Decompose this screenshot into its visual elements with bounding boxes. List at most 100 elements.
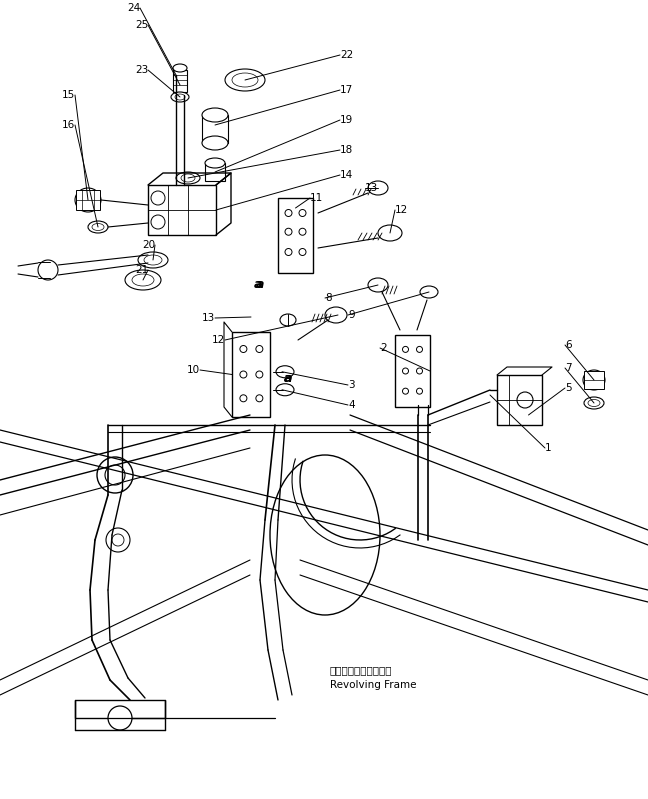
Text: 8: 8 xyxy=(325,293,332,303)
Text: a: a xyxy=(256,279,264,292)
Circle shape xyxy=(151,215,165,229)
Circle shape xyxy=(106,528,130,552)
Text: 13: 13 xyxy=(202,313,215,323)
Ellipse shape xyxy=(368,181,388,195)
Text: 16: 16 xyxy=(62,120,75,130)
Circle shape xyxy=(97,457,133,493)
Bar xyxy=(173,70,187,92)
Text: レボルビングフレーム: レボルビングフレーム xyxy=(330,665,393,675)
Ellipse shape xyxy=(583,370,605,390)
Text: 11: 11 xyxy=(310,193,323,203)
Ellipse shape xyxy=(378,225,402,241)
Circle shape xyxy=(151,191,165,205)
Circle shape xyxy=(285,229,292,235)
Text: 15: 15 xyxy=(62,90,75,100)
Circle shape xyxy=(256,345,263,352)
Ellipse shape xyxy=(325,307,347,323)
Circle shape xyxy=(402,388,408,394)
Text: 17: 17 xyxy=(340,85,353,95)
Circle shape xyxy=(517,392,533,408)
Text: 24: 24 xyxy=(127,3,140,13)
Circle shape xyxy=(417,347,422,352)
Circle shape xyxy=(105,465,125,485)
Ellipse shape xyxy=(176,172,200,184)
Text: a: a xyxy=(254,279,262,292)
Text: Revolving Frame: Revolving Frame xyxy=(330,680,417,690)
Text: 14: 14 xyxy=(340,170,353,180)
Bar xyxy=(278,198,313,273)
Circle shape xyxy=(240,345,247,352)
Ellipse shape xyxy=(368,278,388,292)
Ellipse shape xyxy=(232,73,258,87)
Text: 22: 22 xyxy=(340,50,353,60)
Circle shape xyxy=(256,371,263,378)
Circle shape xyxy=(417,388,422,394)
Ellipse shape xyxy=(588,400,600,407)
Ellipse shape xyxy=(144,255,162,265)
Circle shape xyxy=(299,248,306,256)
Text: 5: 5 xyxy=(565,383,572,393)
Circle shape xyxy=(299,209,306,217)
Bar xyxy=(232,332,270,417)
Circle shape xyxy=(402,347,408,352)
Text: a: a xyxy=(284,372,292,385)
Ellipse shape xyxy=(175,94,185,100)
Text: 19: 19 xyxy=(340,115,353,125)
Ellipse shape xyxy=(92,224,104,230)
Circle shape xyxy=(38,260,58,280)
Ellipse shape xyxy=(181,174,195,182)
Bar xyxy=(75,700,165,718)
Ellipse shape xyxy=(270,455,380,615)
Ellipse shape xyxy=(173,64,187,72)
Text: 20: 20 xyxy=(142,240,155,250)
Ellipse shape xyxy=(420,286,438,298)
Text: 21: 21 xyxy=(135,265,148,275)
Ellipse shape xyxy=(202,136,228,150)
Text: 3: 3 xyxy=(348,380,354,390)
Text: 7: 7 xyxy=(565,363,572,373)
Bar xyxy=(202,115,228,143)
Ellipse shape xyxy=(202,108,228,122)
Ellipse shape xyxy=(225,69,265,91)
Text: 12: 12 xyxy=(212,335,225,345)
Ellipse shape xyxy=(171,92,189,102)
Circle shape xyxy=(256,395,263,402)
Ellipse shape xyxy=(205,158,225,168)
Text: 12: 12 xyxy=(395,205,408,215)
Ellipse shape xyxy=(280,314,296,326)
Text: a: a xyxy=(284,372,292,385)
Bar xyxy=(497,375,542,425)
Text: 23: 23 xyxy=(135,65,148,75)
Bar xyxy=(76,190,100,210)
Circle shape xyxy=(285,248,292,256)
Ellipse shape xyxy=(125,270,161,290)
Ellipse shape xyxy=(138,252,168,268)
Text: 6: 6 xyxy=(565,340,572,350)
Text: 10: 10 xyxy=(187,365,200,375)
Circle shape xyxy=(108,706,132,730)
Circle shape xyxy=(285,209,292,217)
Ellipse shape xyxy=(132,274,154,286)
Circle shape xyxy=(112,534,124,546)
Text: 9: 9 xyxy=(348,310,354,320)
Ellipse shape xyxy=(276,384,294,396)
Circle shape xyxy=(240,395,247,402)
Text: 18: 18 xyxy=(340,145,353,155)
Text: 25: 25 xyxy=(135,20,148,30)
Circle shape xyxy=(240,371,247,378)
Circle shape xyxy=(402,368,408,374)
Circle shape xyxy=(417,368,422,374)
Text: 4: 4 xyxy=(348,400,354,410)
Text: 1: 1 xyxy=(545,443,551,453)
Text: 2: 2 xyxy=(380,343,387,353)
Ellipse shape xyxy=(88,221,108,233)
Bar xyxy=(148,185,216,235)
Bar xyxy=(395,335,430,407)
Ellipse shape xyxy=(276,366,294,378)
Ellipse shape xyxy=(584,397,604,409)
Text: 13: 13 xyxy=(365,183,378,193)
Bar xyxy=(584,371,604,389)
Ellipse shape xyxy=(75,188,101,212)
Bar xyxy=(205,163,225,181)
Circle shape xyxy=(299,229,306,235)
